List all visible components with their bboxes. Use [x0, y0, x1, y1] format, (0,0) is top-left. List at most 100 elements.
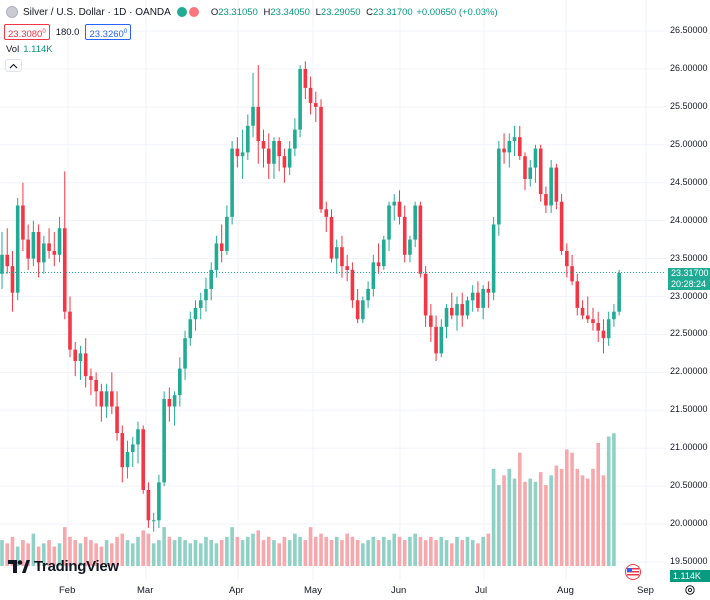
volume-bar: [413, 533, 417, 566]
candle: [151, 512, 156, 532]
volume-bar: [460, 540, 465, 566]
candle: [146, 482, 151, 528]
volume-bar: [533, 481, 538, 566]
candle: [26, 224, 30, 270]
volume-bar: [308, 527, 313, 566]
volume-axis-label: 1.114K: [670, 570, 710, 582]
volume-bar: [559, 468, 564, 566]
candle: [89, 368, 93, 396]
market-open-icon: [176, 7, 187, 17]
candle-body: [94, 379, 98, 392]
candle-body: [355, 300, 360, 320]
candle-body: [298, 68, 302, 130]
candle-body: [314, 103, 318, 107]
trade-buttons: 23.30800 180.0 23.32600: [4, 24, 132, 40]
volume-bar: [298, 536, 302, 566]
volume-bar: [319, 533, 323, 566]
candle-body: [418, 205, 423, 274]
candle: [115, 391, 119, 441]
candle: [230, 140, 234, 225]
change-value: +0.00650 (+0.03%): [416, 6, 498, 18]
candle-body: [481, 288, 485, 308]
volume-bar: [465, 536, 470, 566]
volume-bar: [151, 543, 156, 566]
volume-bar: [162, 527, 166, 566]
volume-bar: [68, 536, 72, 566]
candle: [178, 357, 182, 407]
volume-bar: [246, 536, 250, 566]
candle-body: [528, 167, 533, 179]
date-tick-label: Jul: [475, 585, 488, 596]
candle-body: [486, 288, 491, 293]
volume-bar: [240, 540, 245, 566]
candle-body: [130, 444, 135, 453]
candle: [198, 292, 203, 320]
ohlc-values: O23.31050 H23.34050 L23.29050 C23.31700 …: [210, 6, 498, 18]
candle: [193, 300, 198, 331]
tradingview-logo[interactable]: TradingView: [8, 558, 119, 575]
price-tick-label: 20.00000: [670, 518, 708, 529]
volume-bar: [439, 536, 444, 566]
candle: [293, 118, 297, 157]
us-flag-icon[interactable]: [623, 564, 643, 580]
candle-body: [172, 395, 177, 407]
candle-body: [110, 391, 114, 407]
candle: [99, 383, 104, 422]
candle: [340, 235, 344, 278]
volume-bar: [256, 530, 261, 566]
candle-body: [612, 311, 616, 320]
sell-button[interactable]: 23.30800: [4, 24, 50, 40]
candle-body: [308, 87, 313, 104]
candle: [418, 201, 423, 278]
candle-body: [497, 148, 501, 225]
candle-body: [387, 205, 391, 240]
candle: [5, 228, 10, 274]
volume-bar: [455, 536, 459, 566]
market-status[interactable]: [176, 7, 201, 17]
volume-bar: [544, 485, 548, 566]
volume-bar: [397, 536, 402, 566]
volume-bar: [225, 536, 229, 566]
volume-bar: [188, 543, 193, 566]
candle-body: [455, 304, 459, 316]
candle: [497, 140, 501, 236]
candle: [455, 296, 459, 331]
volume-bar: [251, 533, 255, 566]
candle-body: [476, 292, 480, 308]
collapse-legend-button[interactable]: [5, 59, 22, 72]
candle-body: [319, 106, 323, 210]
symbol-title[interactable]: Silver / U.S. Dollar · 1D · OANDA: [23, 6, 171, 18]
volume-bar: [549, 475, 553, 566]
volume-bar: [596, 442, 601, 566]
candle: [366, 281, 370, 308]
candle-body: [178, 368, 182, 396]
current-price-label: 23.31700 20:28:24: [668, 268, 710, 290]
volume-bar: [293, 533, 297, 566]
candle-body: [392, 201, 397, 206]
volume-bar: [141, 530, 146, 566]
volume-bar: [130, 543, 135, 566]
candle-body: [240, 152, 245, 157]
candle: [345, 254, 349, 282]
candle-body: [125, 452, 130, 468]
price-tick-label: 24.00000: [670, 214, 708, 225]
candle-body: [5, 254, 10, 267]
gear-icon[interactable]: [684, 584, 696, 596]
volume-bar: [36, 546, 41, 566]
buy-button[interactable]: 23.32600: [85, 24, 132, 40]
candle: [303, 61, 308, 100]
candle-body: [444, 307, 449, 327]
candle-body: [57, 228, 62, 255]
volume-bars: [0, 433, 616, 566]
candle: [240, 129, 245, 179]
candle-body: [73, 349, 78, 361]
candle: [10, 250, 15, 312]
candle-body: [554, 167, 559, 202]
volume-legend[interactable]: Vol 1.114K: [6, 44, 53, 55]
candle-body: [266, 148, 271, 164]
candle: [434, 315, 438, 361]
candle-body: [146, 489, 151, 521]
candle-body: [83, 353, 88, 377]
volume-bar: [183, 540, 187, 566]
